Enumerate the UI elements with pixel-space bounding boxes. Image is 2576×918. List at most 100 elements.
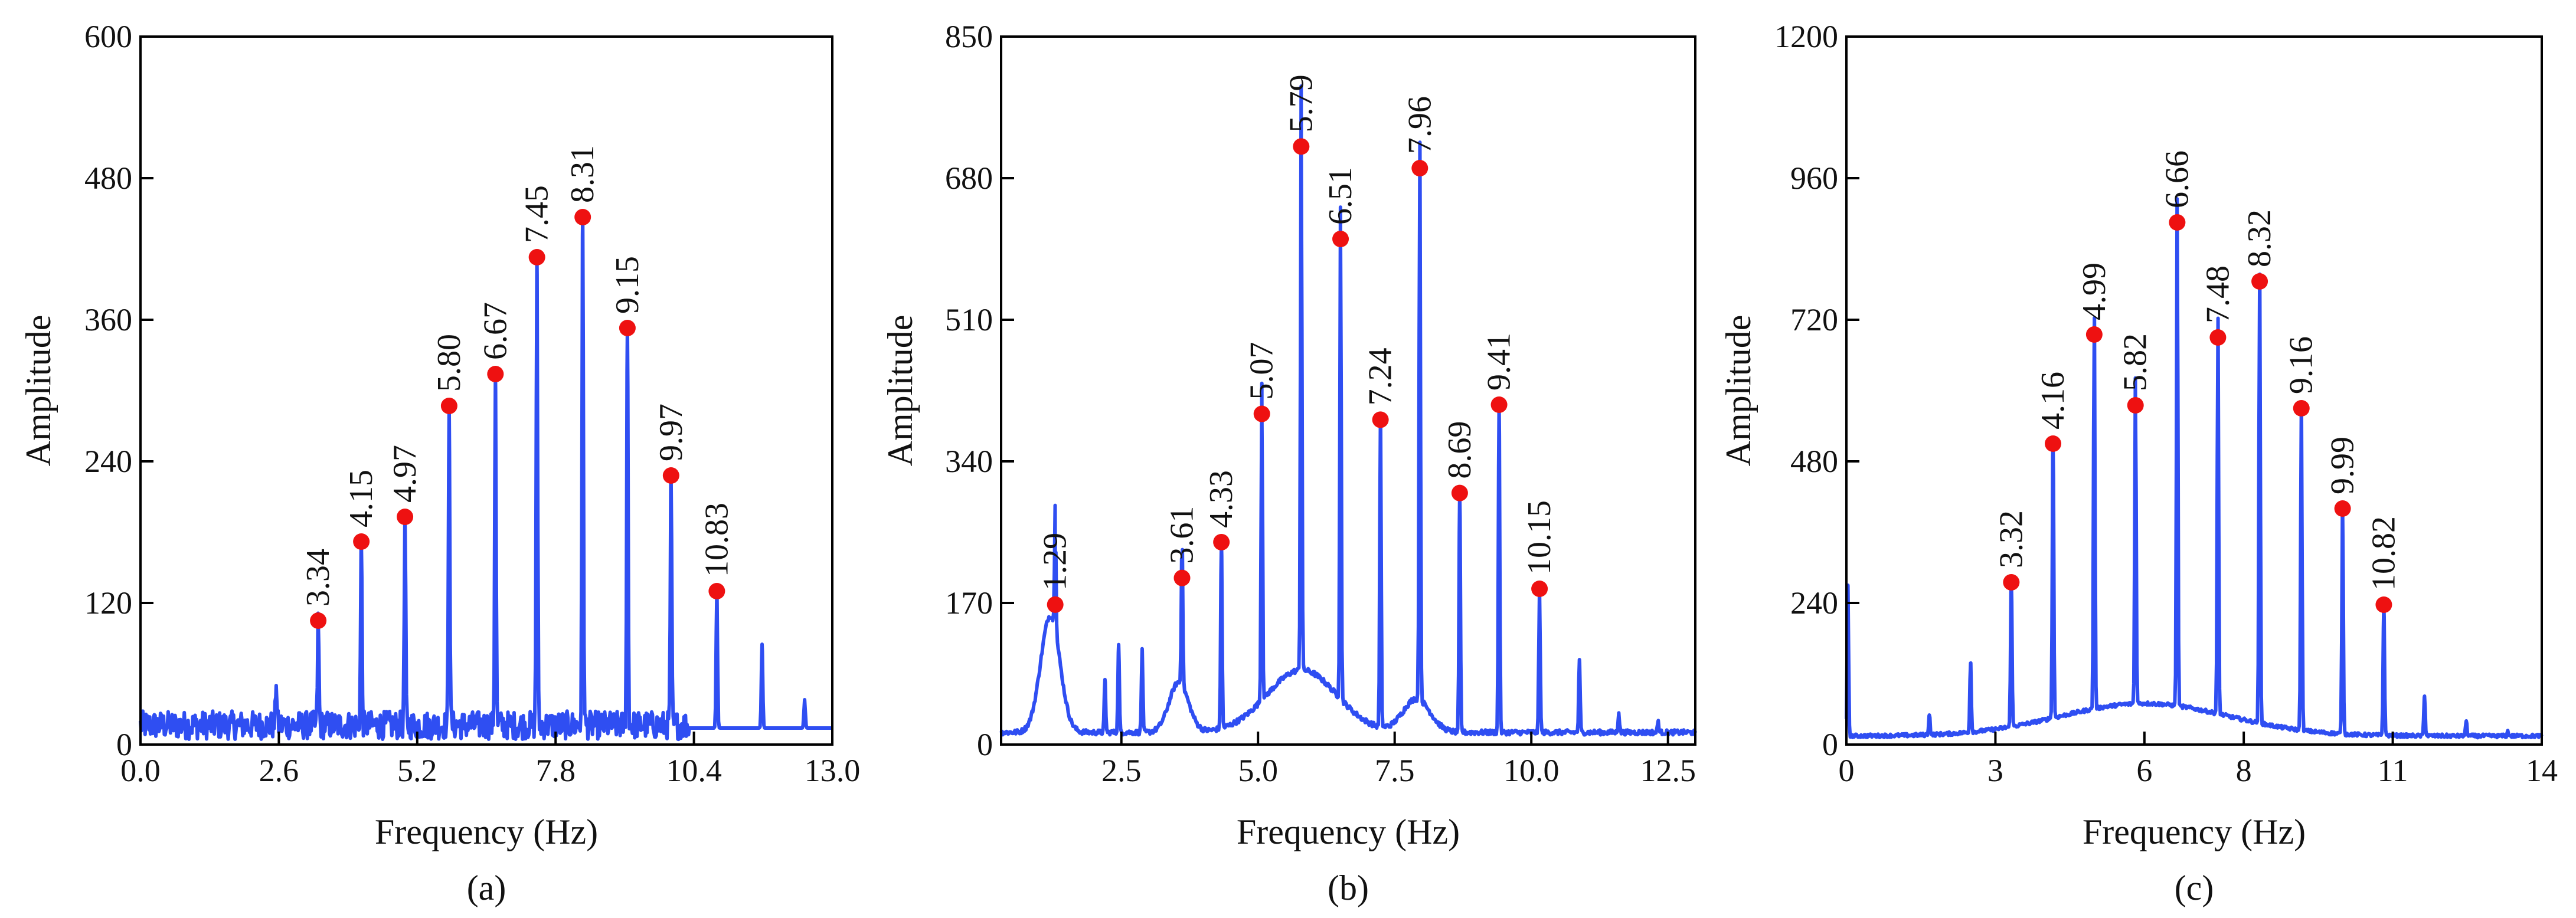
peak-label: 6.51 [1322, 167, 1359, 225]
peak-label: 7.24 [1362, 347, 1399, 405]
peak-marker [574, 209, 591, 225]
peak-label: 6.67 [477, 302, 514, 360]
peak-marker [1253, 405, 1270, 422]
peak-label: 10.15 [1521, 500, 1558, 575]
peak-marker [1173, 569, 1191, 586]
spectrum-line [1845, 197, 2544, 740]
x-tick-label: 11 [2378, 753, 2408, 788]
x-tick-label: 3 [1987, 753, 2003, 788]
peak-marker [2375, 596, 2392, 613]
peak-marker [1372, 411, 1389, 428]
axes-frame [139, 35, 833, 746]
x-tick-label: 5.2 [397, 753, 437, 788]
y-tick-label: 360 [84, 302, 132, 337]
panel-b: 1.29 3.614.33 5.07 5.796.51 7.24 7.96 8.699.41… [881, 19, 1697, 907]
x-tick-label: 13.0 [805, 753, 861, 788]
x-ticks: 2.5 5.0 7.5 10.0 12.5 [1101, 732, 1696, 788]
y-tick-label: 480 [1790, 444, 1838, 479]
peak-marker [1293, 138, 1310, 155]
y-ticks: 0 170 340 510 680 850 [945, 19, 1014, 762]
peak-marker [1531, 581, 1548, 597]
x-tick-label: 6 [2136, 753, 2152, 788]
x-tick-label: 10.0 [1503, 753, 1560, 788]
peak-markers: 3.344.15 4.97 5.806.67 7.458.31 9.15 9.97 10.8… [300, 145, 735, 629]
y-tick-label: 680 [945, 160, 993, 196]
y-axis-title: Amplitude [1719, 315, 1758, 467]
y-tick-label: 720 [1790, 302, 1838, 337]
peak-label: 3.32 [1993, 510, 2029, 568]
x-tick-label: 0.0 [120, 753, 161, 788]
y-tick-label: 0 [116, 727, 132, 762]
peak-marker [2085, 326, 2103, 343]
peak-marker [353, 533, 370, 550]
y-tick-label: 120 [84, 585, 132, 621]
peak-marker [1411, 160, 1428, 177]
peak-label: 4.99 [2076, 263, 2113, 320]
peak-marker [1451, 484, 1468, 501]
y-ticks: 0 120 240 360 480 600 [84, 19, 153, 762]
peak-label: 9.99 [2325, 437, 2361, 494]
peak-label: 5.07 [1244, 342, 1280, 400]
x-tick-label: 2.5 [1101, 753, 1142, 788]
peak-marker [619, 320, 636, 336]
peak-label: 5.80 [431, 334, 468, 392]
panel-caption: (c) [2175, 868, 2214, 907]
x-axis-title: Frequency (Hz) [2083, 812, 2306, 851]
peak-marker [2169, 214, 2186, 231]
y-tick-label: 960 [1790, 160, 1838, 196]
peak-label: 4.33 [1203, 470, 1240, 528]
peak-label: 7.96 [1401, 96, 1438, 154]
y-tick-label: 1200 [1774, 19, 1838, 54]
peak-label: 5.79 [1283, 74, 1319, 132]
x-tick-label: 2.6 [259, 753, 299, 788]
x-tick-label: 12.5 [1640, 753, 1696, 788]
peak-label: 8.69 [1441, 421, 1478, 479]
peak-markers: 1.29 3.614.33 5.07 5.796.51 7.24 7.96 8.699.41… [1037, 74, 1558, 613]
plot-area: 3.344.15 4.97 5.806.67 7.458.31 9.15 9.97 10.8… [139, 145, 833, 742]
peak-label: 9.16 [2283, 336, 2320, 394]
y-tick-label: 0 [977, 727, 993, 762]
y-tick-label: 240 [1790, 585, 1838, 621]
x-tick-label: 10.4 [666, 753, 722, 788]
panel-c: 3.32 4.16 4.995.82 6.66 7.488.32 9.16 9.9910.8… [1719, 19, 2558, 907]
peak-label: 9.15 [609, 256, 646, 314]
x-ticks: 0 3 6 8 11 14 [1839, 732, 2558, 788]
peak-markers: 3.32 4.16 4.995.82 6.66 7.488.32 9.16 9.9910.8… [1993, 150, 2402, 613]
peak-marker [1332, 231, 1349, 248]
y-tick-label: 240 [84, 444, 132, 479]
peak-marker [2293, 400, 2310, 417]
peak-label: 3.61 [1164, 506, 1201, 564]
y-tick-label: 600 [84, 19, 132, 54]
x-tick-label: 7.5 [1375, 753, 1415, 788]
peak-label: 8.31 [564, 145, 601, 203]
y-ticks: 0 240 480 720 960 1200 [1774, 19, 1859, 762]
y-tick-label: 480 [84, 160, 132, 196]
axes-frame [1000, 35, 1696, 746]
axes-frame [1845, 35, 2543, 746]
peak-marker [2251, 273, 2268, 290]
peak-label: 10.83 [698, 503, 735, 577]
peak-marker [487, 366, 504, 382]
peak-label: 8.32 [2241, 209, 2278, 267]
peak-marker [2334, 500, 2351, 517]
peak-label: 5.82 [2117, 333, 2154, 391]
peak-marker [2209, 329, 2227, 346]
x-ticks: 0.0 2.6 5.2 7.8 10.4 13.0 [120, 732, 860, 788]
peak-marker [1047, 596, 1064, 613]
x-axis-title: Frequency (Hz) [375, 812, 598, 851]
peak-label: 4.16 [2035, 372, 2071, 430]
x-tick-label: 8 [2236, 753, 2252, 788]
panel-caption: (b) [1328, 868, 1369, 907]
peak-marker [2127, 397, 2144, 414]
y-axis-title: Amplitude [881, 315, 920, 467]
peak-label: 1.29 [1037, 533, 1074, 591]
x-axis-title: Frequency (Hz) [1237, 812, 1460, 851]
y-tick-label: 170 [945, 585, 993, 621]
peak-marker [528, 249, 545, 265]
y-tick-label: 510 [945, 302, 993, 337]
spectrum-line [139, 215, 833, 742]
peak-marker [397, 509, 414, 525]
peak-label: 4.97 [387, 445, 423, 503]
peak-label: 4.15 [343, 470, 380, 527]
